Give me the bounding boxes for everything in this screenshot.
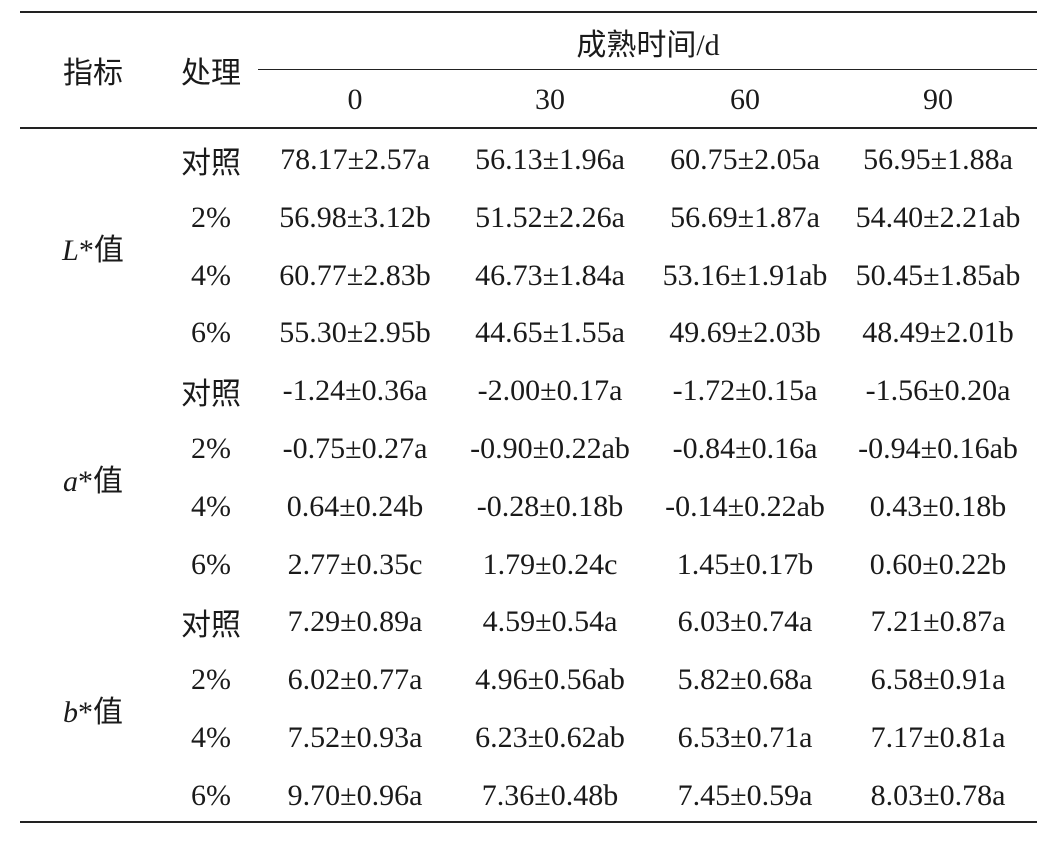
value-cell: 56.69±1.87a bbox=[670, 200, 820, 234]
value-cell: 49.69±2.03b bbox=[669, 316, 821, 350]
value-cell: 46.73±1.84a bbox=[475, 258, 625, 292]
header-time: 90 bbox=[923, 83, 953, 116]
header-time: 0 bbox=[347, 83, 363, 116]
header-treatment: 处理 bbox=[181, 57, 241, 90]
value-cell: -1.56±0.20a bbox=[865, 374, 1011, 408]
value-cell: 54.40±2.21ab bbox=[855, 200, 1021, 234]
treatment: 2% bbox=[191, 663, 231, 697]
treatment: 4% bbox=[191, 258, 231, 292]
group-rule bbox=[258, 69, 1037, 70]
value-cell: -0.14±0.22ab bbox=[665, 489, 825, 523]
value-cell: 78.17±2.57a bbox=[280, 143, 430, 176]
indicator-label: a*值 bbox=[63, 464, 123, 498]
treatment: 对照 bbox=[181, 147, 241, 180]
value-cell: 2.77±0.35c bbox=[287, 547, 423, 581]
treatment: 2% bbox=[191, 200, 231, 234]
value-cell: -1.72±0.15a bbox=[672, 374, 818, 408]
header-time: 60 bbox=[730, 83, 760, 116]
treatment: 6% bbox=[191, 316, 231, 350]
treatment: 对照 bbox=[181, 378, 241, 412]
treatment: 对照 bbox=[181, 609, 241, 643]
value-cell: -1.24±0.36a bbox=[282, 374, 428, 408]
value-cell: -0.94±0.16ab bbox=[858, 432, 1018, 465]
treatment: 4% bbox=[191, 721, 231, 754]
value-cell: 7.36±0.48b bbox=[481, 778, 619, 812]
value-cell: 4.96±0.56ab bbox=[475, 663, 625, 697]
value-cell: 6.53±0.71a bbox=[677, 721, 813, 754]
value-cell: 7.17±0.81a bbox=[870, 721, 1006, 754]
value-cell: 0.43±0.18b bbox=[869, 489, 1007, 523]
bottom-rule bbox=[20, 821, 1037, 823]
treatment: 6% bbox=[191, 778, 231, 812]
value-cell: 56.13±1.96a bbox=[475, 143, 625, 176]
value-cell: -0.90±0.22ab bbox=[470, 432, 630, 465]
value-cell: 6.02±0.77a bbox=[287, 663, 423, 697]
value-cell: 7.21±0.87a bbox=[870, 605, 1006, 639]
value-cell: 6.03±0.74a bbox=[677, 605, 813, 639]
value-cell: 6.58±0.91a bbox=[870, 663, 1006, 697]
header-indicator: 指标 bbox=[63, 57, 123, 90]
value-cell: 50.45±1.85ab bbox=[855, 258, 1021, 292]
value-cell: 0.60±0.22b bbox=[869, 547, 1007, 581]
value-cell: -0.75±0.27a bbox=[282, 432, 428, 465]
treatment: 2% bbox=[191, 432, 231, 465]
value-cell: 9.70±0.96a bbox=[287, 778, 423, 812]
value-cell: 5.82±0.68a bbox=[677, 663, 813, 697]
header-group: 成熟时间/d bbox=[576, 29, 720, 62]
treatment: 6% bbox=[191, 547, 231, 581]
value-cell: 60.77±2.83b bbox=[279, 258, 431, 292]
value-cell: 4.59±0.54a bbox=[482, 605, 618, 639]
value-cell: 48.49±2.01b bbox=[862, 316, 1014, 350]
value-cell: 7.45±0.59a bbox=[677, 778, 813, 812]
header-rule bbox=[20, 127, 1037, 129]
value-cell: 7.29±0.89a bbox=[287, 605, 423, 639]
top-rule bbox=[20, 11, 1037, 13]
value-cell: 53.16±1.91ab bbox=[662, 258, 828, 292]
value-cell: -0.28±0.18b bbox=[476, 489, 624, 523]
value-cell: 0.64±0.24b bbox=[286, 489, 424, 523]
value-cell: 44.65±1.55a bbox=[475, 316, 625, 350]
value-cell: 6.23±0.62ab bbox=[475, 721, 625, 754]
value-cell: 8.03±0.78a bbox=[870, 778, 1006, 812]
value-cell: 60.75±2.05a bbox=[670, 143, 820, 176]
indicator-label: b*值 bbox=[63, 696, 123, 730]
value-cell: 56.95±1.88a bbox=[863, 143, 1013, 176]
value-cell: -0.84±0.16a bbox=[672, 432, 818, 465]
indicator-label: L*值 bbox=[62, 233, 124, 267]
value-cell: 55.30±2.95b bbox=[279, 316, 431, 350]
value-cell: -2.00±0.17a bbox=[477, 374, 623, 408]
value-cell: 56.98±3.12b bbox=[279, 200, 431, 234]
value-cell: 1.79±0.24c bbox=[482, 547, 618, 581]
treatment: 4% bbox=[191, 489, 231, 523]
header-time: 30 bbox=[535, 83, 565, 116]
value-cell: 7.52±0.93a bbox=[287, 721, 423, 754]
value-cell: 51.52±2.26a bbox=[475, 200, 625, 234]
value-cell: 1.45±0.17b bbox=[676, 547, 814, 581]
